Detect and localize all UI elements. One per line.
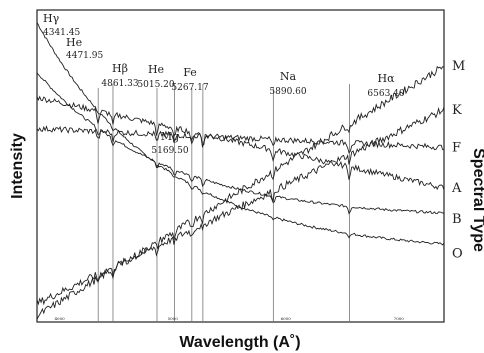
spectral-type-A: A [451, 181, 462, 196]
line-label-name: Hβ [112, 62, 128, 75]
line-label-value: 5169.50 [151, 146, 188, 156]
spectrum-M [36, 65, 445, 320]
spectra-series [36, 22, 445, 320]
line-label-value: 5015.20 [137, 80, 174, 90]
line-markers [97, 84, 350, 322]
line-label-name: Na [280, 70, 297, 83]
x-tick-labels: 4000 5000 6000 7000 [55, 316, 405, 321]
line-label-name: He [66, 36, 82, 49]
line-label-name: Mg [161, 130, 179, 143]
line-label-name: He [148, 63, 164, 76]
line-label-value: 5267.17 [171, 83, 208, 93]
line-label-value: 5890.60 [269, 87, 306, 97]
line-label-name: Hα [377, 72, 395, 85]
line-label-name: Hγ [43, 12, 60, 25]
line-label-value: 6563.40 [367, 89, 404, 99]
spectral-type-F: F [452, 140, 461, 155]
x-tick-label: 6000 [281, 316, 292, 321]
line-label-value: 4341.45 [43, 28, 80, 38]
x-tick-label: 4000 [55, 316, 66, 321]
x-tick-label: 7000 [394, 316, 405, 321]
right-axis-label: Spectral Type [470, 148, 484, 252]
spectral-type-K: K [452, 103, 462, 118]
x-axis-label: Wavelength (A˚) [179, 334, 300, 351]
spectrum-K [36, 106, 445, 306]
spectrum-A [36, 95, 445, 191]
spectrum-F [36, 125, 445, 154]
spectral-type-M: M [452, 59, 465, 74]
spectral-type-labels: O B A F K M [451, 59, 465, 261]
line-labels: Hγ4341.45He4471.95Hβ4861.33He5015.20Mg51… [43, 12, 405, 156]
y-axis-label: Intensity [9, 133, 26, 199]
plot-frame [36, 9, 445, 323]
spectral-type-O: O [452, 246, 463, 261]
line-label-value: 4861.33 [101, 79, 138, 89]
line-label-name: Fe [183, 66, 197, 79]
x-tick-label: 5000 [168, 316, 179, 321]
line-label-value: 4471.95 [66, 51, 103, 61]
spectral-type-B: B [452, 212, 462, 227]
